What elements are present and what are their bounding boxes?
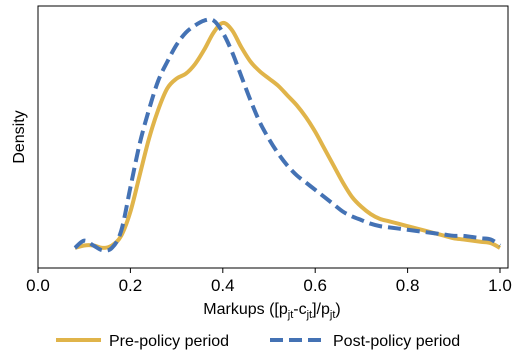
y-axis-title: Density [11,110,28,163]
x-tick-label: 0.4 [211,276,235,295]
series-line-post-policy [73,17,502,253]
x-axis-ticks: 0.0 0.2 0.4 0.6 0.8 1.0 [26,268,512,295]
x-axis-title-subscript: jt [287,309,294,321]
series-layer [73,17,502,253]
x-axis-title-part: -c [293,301,306,318]
x-axis-title-subscript: jt [329,309,336,321]
series-line-pre-policy [74,20,501,250]
plot-frame [37,5,509,269]
x-tick-label: 1.0 [488,276,512,295]
x-tick-label: 0.8 [396,276,420,295]
x-tick-label: 0.6 [303,276,327,295]
legend-label-post-policy: Post-policy period [333,333,460,350]
legend: Pre-policy period Post-policy period [56,333,460,350]
x-axis-title-part: Markups ([p [203,301,288,318]
x-axis-title: Markups ([pjt-cjt]/pjt) [203,301,340,321]
x-axis-title-subscript: jt [306,309,313,321]
x-axis-title-part: ]/p [312,301,330,318]
x-tick-label: 0.0 [26,276,50,295]
legend-label-pre-policy: Pre-policy period [109,333,229,350]
x-axis-title-part: ) [335,301,340,318]
x-tick-label: 0.2 [119,276,143,295]
